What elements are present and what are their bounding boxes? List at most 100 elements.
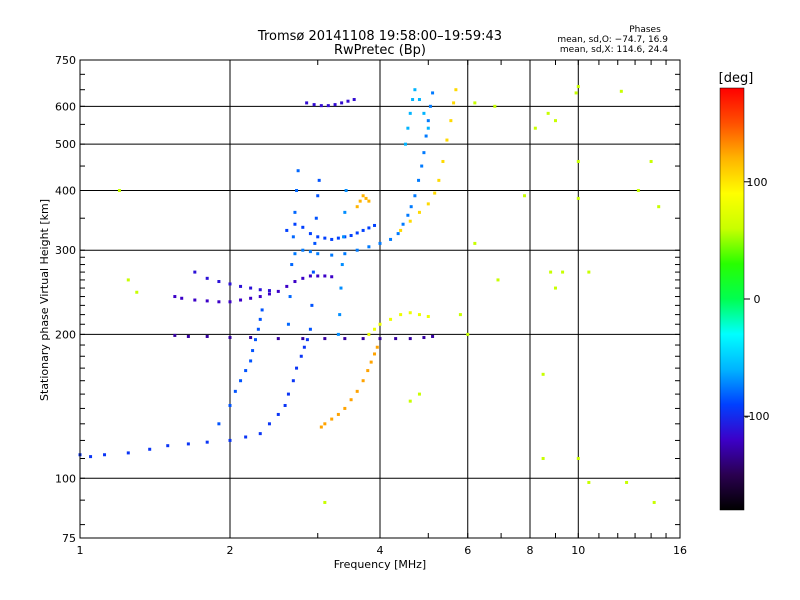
data-point	[413, 194, 417, 198]
data-point	[244, 369, 248, 373]
x-tick-label: 16	[673, 544, 687, 557]
data-point	[452, 101, 456, 105]
data-point	[286, 392, 290, 396]
data-point	[553, 119, 557, 123]
colorbar-label: [deg]	[719, 71, 754, 86]
data-point	[233, 389, 237, 393]
data-point	[349, 234, 353, 238]
data-point	[135, 290, 139, 294]
x-tick-label: 4	[377, 544, 384, 557]
data-point	[417, 210, 421, 214]
data-point	[340, 101, 344, 105]
data-point	[286, 322, 290, 326]
data-point	[339, 286, 343, 290]
data-point	[301, 248, 305, 252]
data-point	[366, 369, 370, 373]
axis-ticks: 1 2 4 6 8 10 16 75 100 200 300 400 500 600 750	[55, 54, 687, 557]
data-point	[326, 104, 330, 108]
data-point	[340, 263, 344, 267]
data-point	[330, 237, 334, 241]
data-point	[636, 188, 640, 192]
data-point	[422, 336, 426, 340]
data-point	[406, 213, 410, 217]
data-point	[375, 345, 379, 349]
data-point	[323, 500, 327, 504]
data-point	[473, 241, 477, 245]
data-point	[301, 276, 305, 280]
data-point	[408, 337, 412, 341]
phase-line-o: mean, sd,O: −74.7, 16.9	[557, 35, 668, 45]
data-point	[396, 232, 400, 236]
data-point	[378, 322, 382, 326]
data-point	[367, 245, 371, 249]
data-point	[346, 99, 350, 103]
y-tick-label: 400	[55, 184, 76, 197]
data-point	[401, 222, 405, 226]
data-point	[228, 282, 232, 286]
data-point	[228, 300, 232, 304]
data-point	[330, 417, 334, 421]
data-point	[193, 298, 197, 302]
data-point	[293, 280, 297, 284]
data-point	[408, 219, 412, 223]
data-point	[310, 303, 314, 307]
data-point	[587, 270, 591, 274]
data-point	[343, 406, 347, 410]
data-point	[389, 237, 393, 241]
data-point	[496, 278, 500, 282]
data-point	[193, 270, 197, 274]
data-point	[399, 228, 403, 232]
data-point	[260, 308, 264, 312]
data-point	[336, 412, 340, 416]
data-point	[316, 274, 320, 278]
y-tick-label: 100	[55, 472, 76, 485]
data-point	[437, 178, 441, 182]
data-point	[228, 336, 232, 340]
data-point	[173, 295, 177, 299]
data-point	[256, 327, 260, 331]
data-point	[302, 345, 306, 349]
data-point	[258, 432, 262, 436]
data-point	[364, 196, 368, 200]
data-point	[549, 270, 553, 274]
data-point	[408, 399, 412, 403]
data-point	[561, 270, 565, 274]
data-point	[576, 196, 580, 200]
data-point	[389, 317, 393, 321]
data-point	[417, 98, 421, 102]
data-point	[249, 296, 253, 300]
data-point	[361, 228, 365, 232]
data-point	[445, 138, 449, 142]
data-point	[403, 142, 407, 146]
data-point	[239, 284, 243, 288]
data-point	[186, 442, 190, 446]
data-point	[355, 389, 359, 393]
data-point	[454, 88, 458, 92]
data-point	[305, 338, 309, 342]
data-point	[308, 274, 312, 278]
data-point	[308, 232, 312, 236]
data-point	[305, 101, 309, 105]
data-point	[576, 456, 580, 460]
data-point	[657, 205, 661, 209]
data-point	[394, 337, 398, 341]
data-point	[312, 103, 316, 107]
data-point	[428, 104, 432, 108]
data-point	[441, 159, 445, 163]
data-point	[295, 366, 299, 370]
x-tick-label: 10	[571, 544, 585, 557]
data-point	[319, 104, 323, 108]
data-point	[258, 295, 262, 299]
data-point	[417, 178, 421, 182]
data-point	[576, 85, 580, 89]
data-point	[546, 111, 550, 115]
data-point	[333, 103, 337, 107]
data-point	[311, 270, 315, 274]
data-point	[431, 91, 435, 95]
data-point	[258, 288, 262, 292]
data-point	[449, 119, 453, 123]
data-point	[253, 338, 257, 342]
y-tick-label: 600	[55, 100, 76, 113]
data-point	[338, 313, 342, 317]
